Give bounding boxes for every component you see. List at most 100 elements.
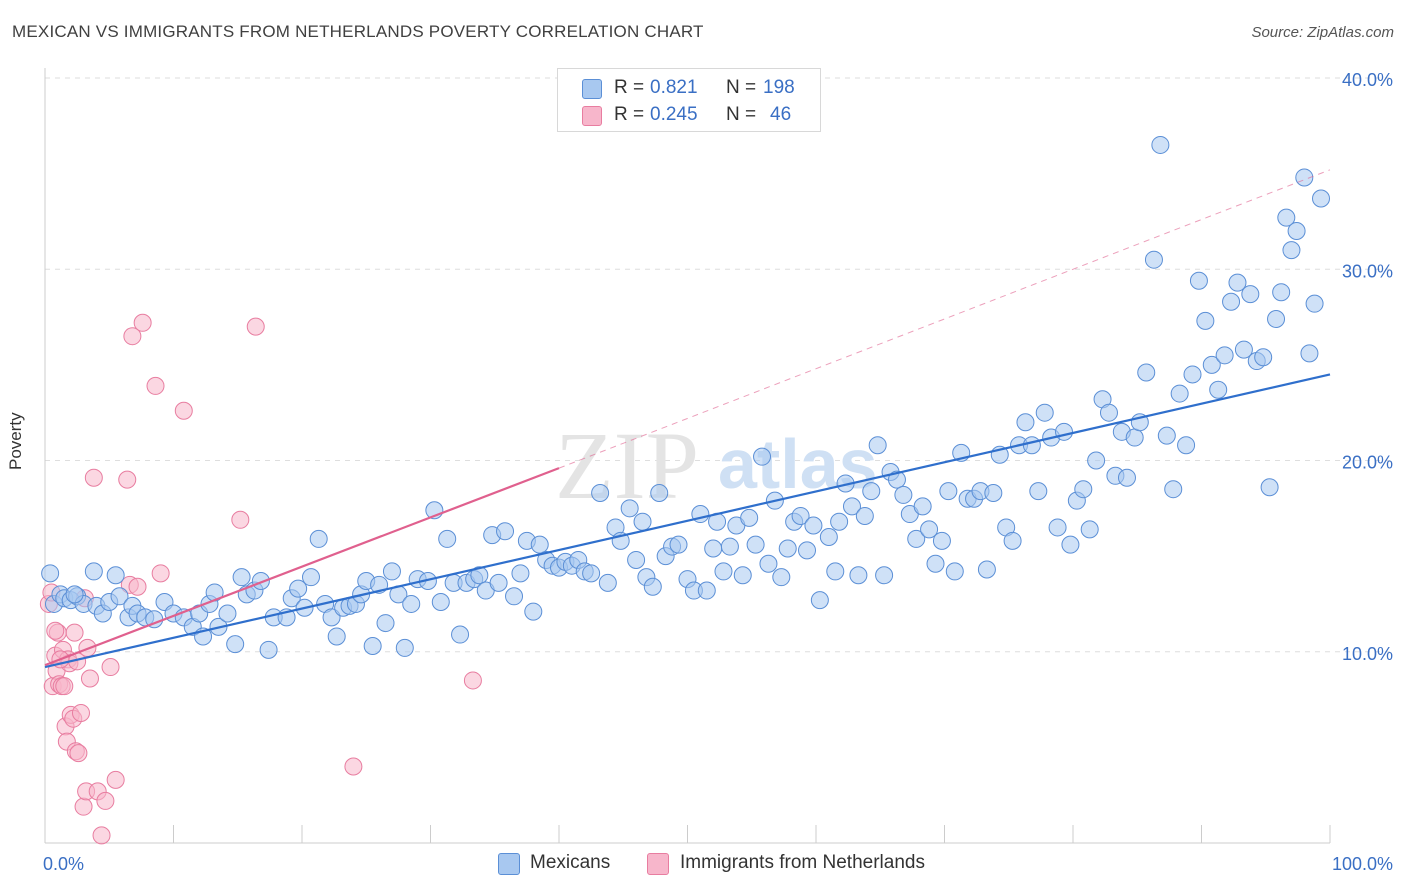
blue-point bbox=[753, 447, 772, 466]
blue-point bbox=[1267, 309, 1286, 328]
blue-point bbox=[855, 506, 874, 525]
blue-point bbox=[1016, 413, 1035, 432]
blue-point bbox=[382, 562, 401, 581]
chart-title: MEXICAN VS IMMIGRANTS FROM NETHERLANDS P… bbox=[12, 22, 704, 41]
trend-line-netherlands bbox=[44, 467, 560, 667]
blue-point bbox=[862, 482, 881, 501]
blue-point bbox=[627, 550, 646, 569]
pink-point bbox=[463, 671, 482, 690]
blue-point bbox=[875, 566, 894, 585]
watermark: ZIP atlas bbox=[555, 412, 878, 519]
pink-point bbox=[65, 623, 84, 642]
pink-point bbox=[231, 510, 250, 529]
blue-point bbox=[620, 499, 639, 518]
blue-point bbox=[1061, 535, 1080, 554]
blue-point bbox=[402, 594, 421, 613]
blue-point bbox=[1003, 531, 1022, 550]
blue-point bbox=[778, 539, 797, 558]
legend-r-value: 0.245 bbox=[650, 104, 698, 125]
blue-point bbox=[496, 522, 515, 541]
blue-point bbox=[733, 566, 752, 585]
blue-point bbox=[1022, 436, 1041, 455]
blue-point bbox=[1080, 520, 1099, 539]
blue-point bbox=[932, 531, 951, 550]
blue-point bbox=[720, 537, 739, 556]
pink-point bbox=[71, 703, 90, 722]
legend-n-value: 198 bbox=[763, 77, 795, 98]
blue-point bbox=[926, 554, 945, 573]
legend-row-mexicans: R = 0.821 N = 198 bbox=[558, 75, 820, 101]
blue-point bbox=[470, 566, 489, 585]
blue-point bbox=[650, 484, 669, 503]
pink-point bbox=[101, 658, 120, 677]
blue-point bbox=[1183, 365, 1202, 384]
blue-point bbox=[1287, 222, 1306, 240]
blue-point bbox=[791, 506, 810, 525]
watermark-atlas: atlas bbox=[718, 425, 878, 503]
blue-point bbox=[868, 436, 887, 455]
pink-point bbox=[344, 757, 363, 776]
blue-point bbox=[1228, 273, 1247, 292]
x-tick-label: 0.0% bbox=[43, 854, 84, 874]
blue-point bbox=[1312, 189, 1331, 208]
blue-point bbox=[363, 637, 382, 656]
blue-point bbox=[633, 512, 652, 531]
y-tick-label: 40.0% bbox=[1342, 70, 1393, 90]
blue-point bbox=[232, 568, 251, 587]
blue-point bbox=[830, 512, 849, 531]
blue-point bbox=[1272, 283, 1291, 302]
blue-point bbox=[1202, 355, 1221, 374]
blue-point bbox=[1241, 285, 1260, 304]
blue-point bbox=[530, 535, 549, 554]
blue-point bbox=[1196, 311, 1215, 330]
pink-point bbox=[55, 677, 74, 696]
blue-point bbox=[819, 528, 838, 546]
blue-point bbox=[1137, 363, 1156, 382]
blue-point bbox=[327, 627, 346, 646]
blue-point bbox=[1074, 480, 1093, 499]
legend-swatch-blue bbox=[582, 79, 602, 99]
legend-n-label: N = bbox=[726, 104, 757, 125]
y-axis-label: Poverty bbox=[6, 412, 25, 470]
blue-point bbox=[643, 577, 662, 596]
blue-point bbox=[1170, 384, 1189, 403]
blue-point bbox=[251, 571, 270, 590]
blue-point bbox=[1117, 468, 1136, 487]
blue-point bbox=[894, 485, 913, 504]
blue-point bbox=[431, 593, 450, 612]
blue-point bbox=[1087, 451, 1106, 470]
blue-point bbox=[826, 562, 845, 581]
pink-point bbox=[46, 621, 65, 640]
blue-point bbox=[939, 482, 958, 501]
blue-point bbox=[759, 554, 778, 573]
x-tick-label: 100.0% bbox=[1332, 854, 1393, 874]
blue-point bbox=[489, 573, 508, 592]
blue-point bbox=[1035, 403, 1054, 422]
source-label: Source: ZipAtlas.com bbox=[1251, 24, 1394, 41]
blue-point bbox=[218, 604, 237, 623]
blue-point bbox=[511, 564, 530, 583]
pink-point bbox=[118, 470, 137, 489]
blue-point bbox=[451, 625, 470, 644]
pink-point bbox=[146, 376, 165, 395]
y-tick-label: 10.0% bbox=[1342, 644, 1393, 664]
blue-point bbox=[1277, 208, 1296, 227]
blue-point bbox=[1099, 403, 1118, 422]
trend-line-mexicans bbox=[44, 373, 1331, 669]
y-tick-label: 20.0% bbox=[1342, 453, 1393, 473]
pink-point bbox=[246, 317, 265, 336]
blue-point bbox=[1157, 426, 1176, 445]
blue-point bbox=[259, 640, 278, 659]
pink-point bbox=[69, 744, 88, 763]
blue-point bbox=[1222, 292, 1241, 311]
blue-point bbox=[84, 562, 103, 581]
blue-point bbox=[1029, 482, 1048, 501]
blue-point bbox=[697, 581, 716, 600]
blue-point bbox=[810, 591, 829, 610]
blue-points-layer bbox=[41, 135, 1331, 659]
legend-r-value: 0.821 bbox=[650, 77, 698, 98]
pink-point bbox=[128, 577, 147, 596]
bottom-legend-swatch-blue bbox=[498, 853, 520, 875]
blue-point bbox=[772, 568, 791, 587]
pink-point bbox=[123, 327, 142, 346]
